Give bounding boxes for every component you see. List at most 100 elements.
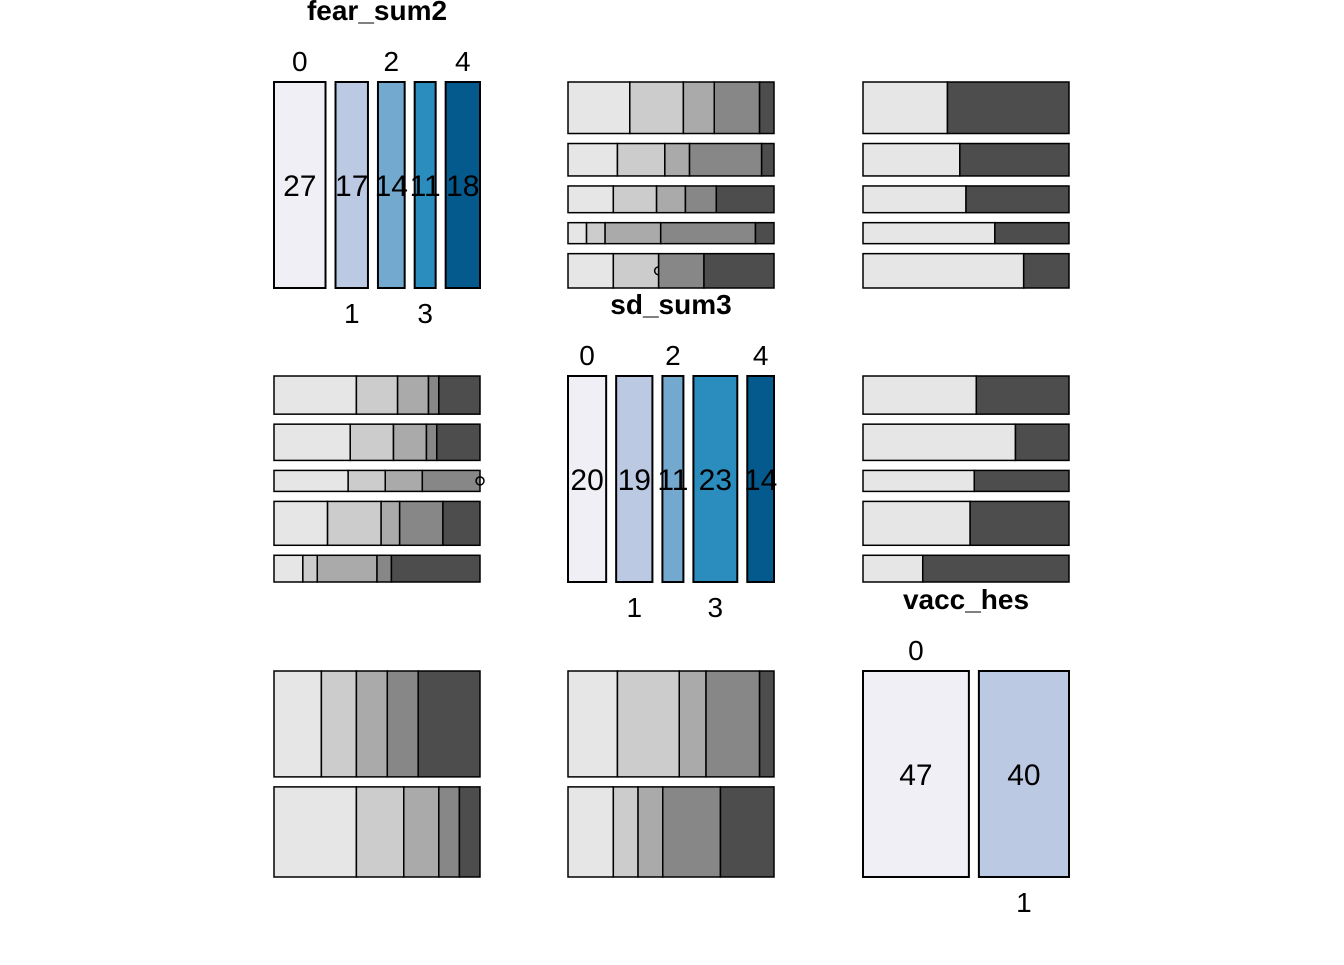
bar-vacc-hes-1	[977, 670, 1071, 878]
bar-fear-sum2-4	[444, 81, 482, 289]
empty-tile-marker-cell-r1-c0-2-4	[475, 476, 485, 486]
tile-cell-r0-c2-1-0	[862, 142, 961, 177]
tile-cell-r0-c2-0-1	[946, 81, 1070, 135]
tile-cell-r1-c2-0-0	[862, 375, 978, 415]
tile-cell-r0-c1-1-1	[616, 142, 666, 177]
tile-cell-r1-c0-2-0	[273, 469, 349, 493]
tile-cell-r1-c0-2-1	[347, 469, 386, 493]
count-label-sd-sum3-2: 11	[657, 464, 688, 497]
tile-cell-r0-c1-2-4	[715, 185, 775, 214]
tile-cell-r0-c1-2-2	[655, 185, 687, 214]
count-label-sd-sum3-4: 14	[744, 464, 777, 497]
tile-cell-r2-c1-0-4	[758, 670, 775, 778]
level-label-fear-sum2-3: 3	[417, 298, 433, 329]
tile-cell-r0-c1-0-0	[567, 81, 631, 135]
count-label-fear-sum2-2: 14	[375, 170, 408, 203]
bar-fear-sum2-3	[413, 81, 437, 289]
level-label-fear-sum2-0: 0	[292, 46, 308, 77]
tile-cell-r1-c0-1-4	[435, 423, 481, 462]
tile-cell-r0-c1-4-1	[612, 252, 660, 289]
tile-cell-r1-c0-4-2	[316, 554, 378, 583]
tile-cell-r0-c1-4-4	[703, 252, 775, 289]
tile-cell-r0-c1-2-3	[684, 185, 718, 214]
count-label-sd-sum3-1: 19	[618, 464, 651, 497]
tile-cell-r0-c1-1-4	[760, 142, 775, 177]
level-label-fear-sum2-2: 2	[384, 46, 400, 77]
level-label-sd-sum3-2: 2	[665, 340, 681, 371]
level-label-vacc-hes-0: 0	[908, 635, 924, 666]
tile-cell-r0-c2-3-0	[862, 221, 996, 245]
tile-cell-r1-c2-4-1	[921, 554, 1070, 583]
tile-cell-r1-c0-2-2	[384, 469, 424, 493]
tile-cell-r1-c0-0-2	[396, 375, 430, 415]
tile-cell-r2-c1-1-1	[612, 786, 639, 878]
tile-cell-r2-c0-0-3	[386, 670, 419, 778]
bar-sd-sum3-0	[567, 375, 608, 583]
tile-cell-r0-c1-1-3	[688, 142, 763, 177]
tile-cell-r1-c0-1-0	[273, 423, 351, 462]
tile-cell-r0-c2-3-1	[994, 221, 1070, 245]
tile-cell-r2-c0-0-4	[417, 670, 481, 778]
tile-cell-r2-c1-0-0	[567, 670, 619, 778]
tile-cell-r0-c1-1-0	[567, 142, 619, 177]
tile-cell-r1-c2-2-1	[973, 469, 1070, 493]
count-label-vacc-hes-1: 40	[1007, 759, 1040, 792]
title-sd-sum3: sd_sum3	[610, 289, 731, 320]
tile-cell-r0-c1-0-2	[682, 81, 716, 135]
tile-cell-r0-c1-2-0	[567, 185, 615, 214]
tile-cell-r1-c0-0-4	[438, 375, 481, 415]
bar-fear-sum2-2	[376, 81, 406, 289]
tile-cell-r1-c2-0-1	[975, 375, 1070, 415]
tile-cell-r1-c0-3-2	[380, 500, 401, 547]
tile-cell-r0-c1-0-3	[713, 81, 761, 135]
tile-cell-r2-c0-1-1	[355, 786, 405, 878]
level-label-sd-sum3-0: 0	[579, 340, 595, 371]
tile-cell-r0-c1-3-3	[659, 221, 757, 245]
level-label-fear-sum2-4: 4	[455, 46, 471, 77]
tile-cell-r0-c1-4-3	[657, 252, 705, 289]
tile-cell-r1-c2-2-0	[862, 469, 975, 493]
tile-cell-r1-c0-4-4	[390, 554, 481, 583]
tile-cell-r0-c2-2-1	[965, 185, 1070, 214]
tile-cell-r1-c0-0-1	[355, 375, 399, 415]
tile-cell-r2-c0-1-2	[403, 786, 440, 878]
title-fear-sum2: fear_sum2	[307, 0, 447, 26]
tile-cell-r0-c2-1-1	[959, 142, 1070, 177]
tile-cell-r2-c1-0-1	[616, 670, 680, 778]
tile-cell-r0-c1-3-1	[585, 221, 606, 245]
tile-cell-r1-c0-0-3	[427, 375, 440, 415]
bar-vacc-hes-0	[862, 670, 970, 878]
tile-cell-r2-c0-0-1	[320, 670, 358, 778]
tile-cell-r0-c1-1-2	[664, 142, 691, 177]
tile-cell-r2-c0-0-0	[273, 670, 323, 778]
tile-cell-r2-c0-1-0	[273, 786, 358, 878]
tile-cell-r2-c0-1-4	[458, 786, 481, 878]
tile-cell-r0-c1-4-0	[567, 252, 615, 289]
tile-cell-r0-c1-2-1	[612, 185, 658, 214]
level-label-sd-sum3-1: 1	[626, 592, 642, 623]
tile-cell-r1-c0-3-1	[326, 500, 382, 547]
title-vacc-hes: vacc_hes	[903, 584, 1029, 615]
tile-cell-r1-c0-2-3	[421, 469, 481, 493]
tile-cell-r1-c2-1-0	[862, 423, 1017, 462]
count-label-fear-sum2-1: 17	[335, 170, 368, 203]
bar-fear-sum2-0	[273, 81, 327, 289]
tile-cell-r0-c1-0-4	[758, 81, 775, 135]
tile-cell-r1-c0-3-3	[398, 500, 444, 547]
count-label-sd-sum3-3: 23	[699, 464, 732, 497]
tile-cell-r1-c2-4-0	[862, 554, 924, 583]
tile-cell-r0-c1-3-2	[604, 221, 662, 245]
tile-cell-r2-c1-0-2	[678, 670, 707, 778]
bar-sd-sum3-3	[692, 375, 739, 583]
tile-cell-r0-c2-4-1	[1022, 252, 1070, 289]
bar-sd-sum3-4	[746, 375, 775, 583]
tile-cell-r2-c1-1-4	[719, 786, 775, 878]
bar-sd-sum3-2	[661, 375, 685, 583]
level-label-fear-sum2-1: 1	[344, 298, 360, 329]
count-label-fear-sum2-3: 11	[410, 170, 441, 203]
count-label-vacc-hes-0: 47	[899, 759, 932, 792]
tile-cell-r2-c1-1-0	[567, 786, 615, 878]
tile-cell-r0-c1-3-4	[754, 221, 775, 245]
tile-cell-r0-c1-3-0	[567, 221, 588, 245]
